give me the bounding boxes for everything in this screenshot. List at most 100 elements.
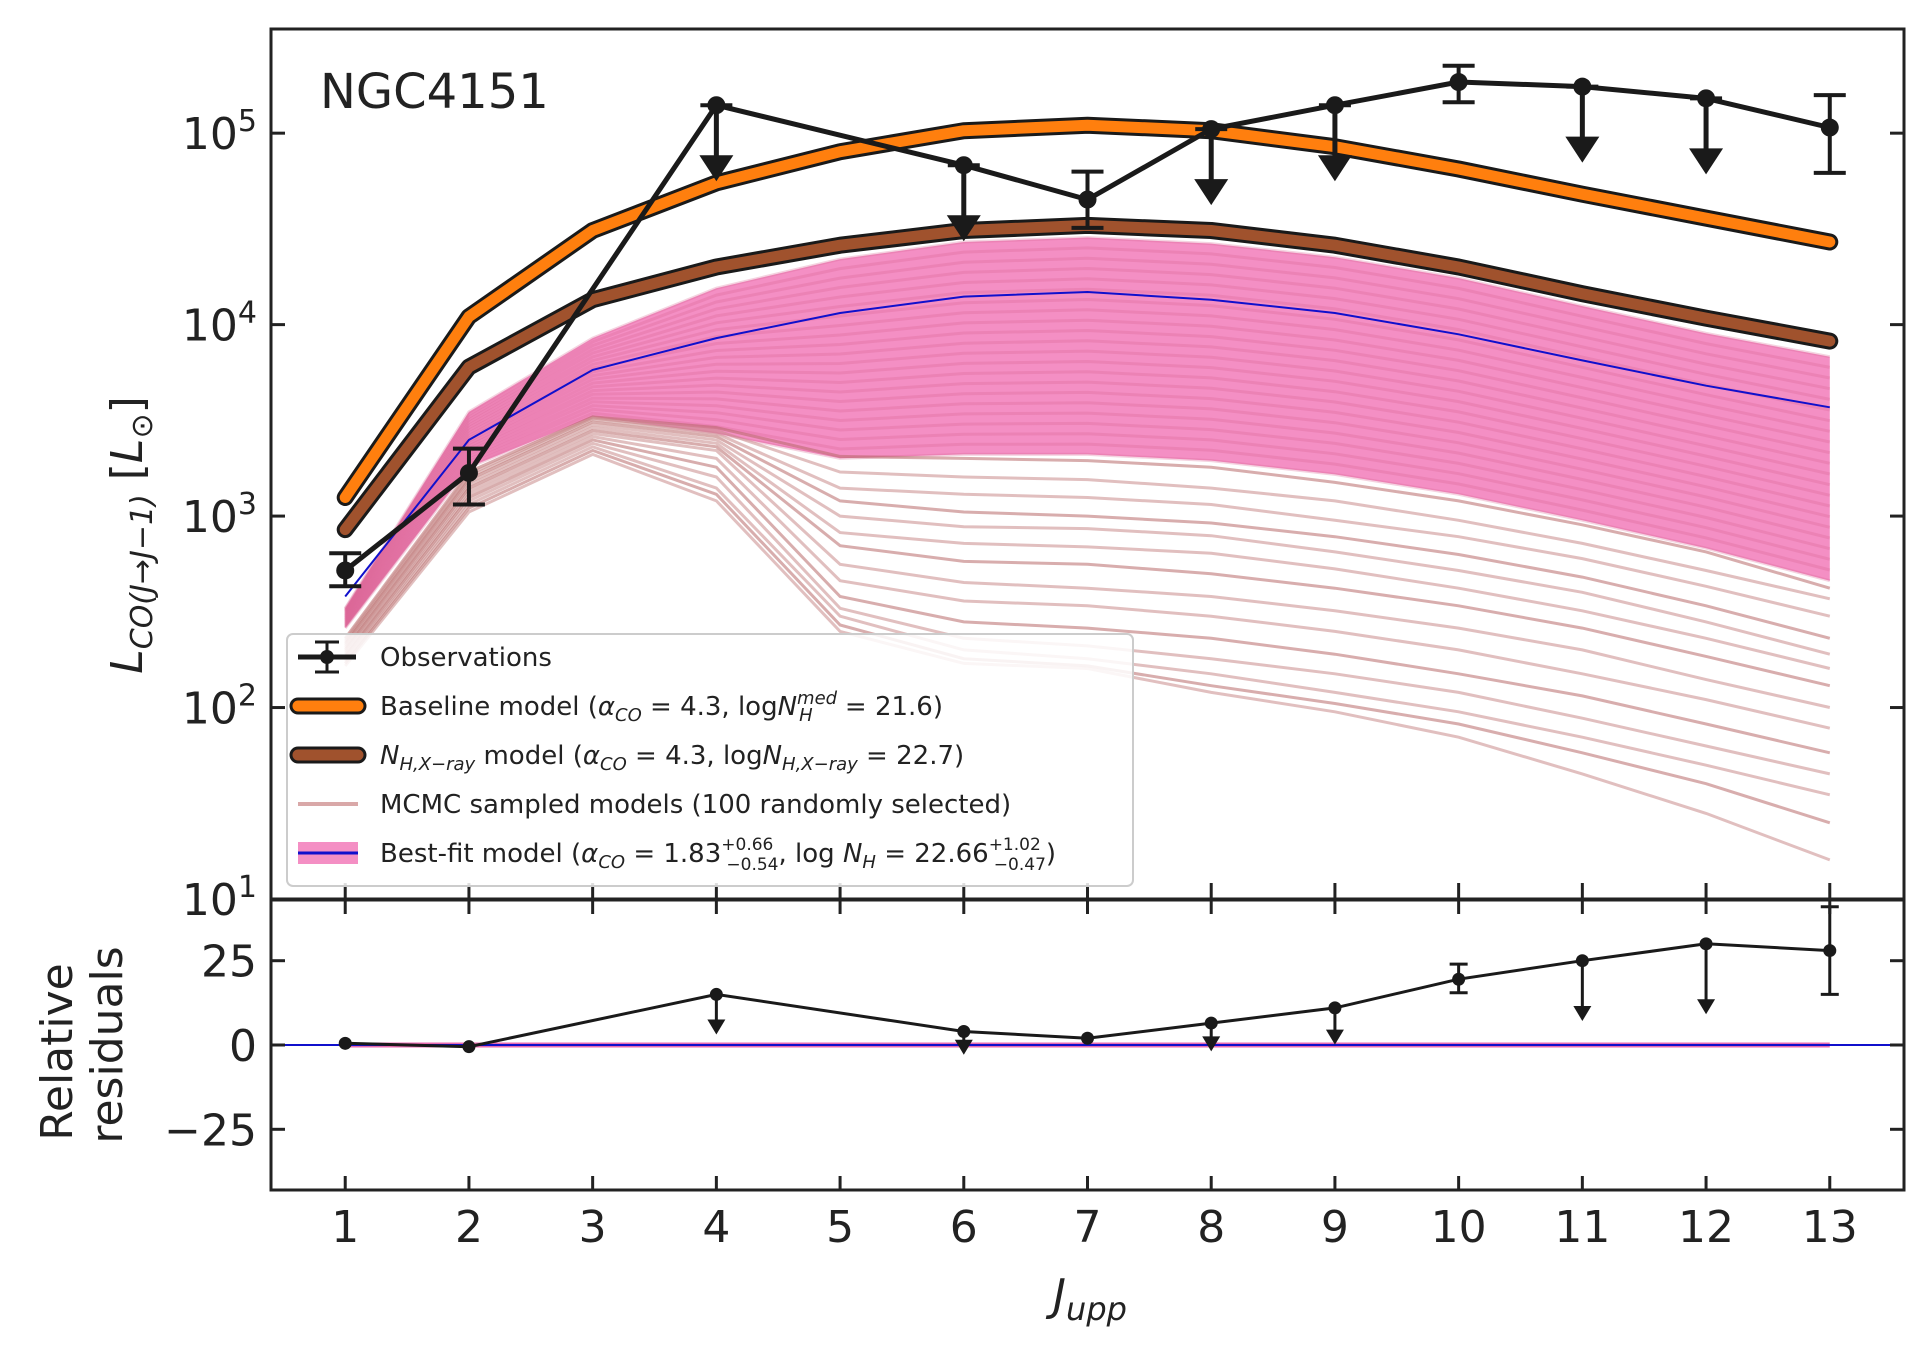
residual-point bbox=[1452, 972, 1466, 986]
residual-limit-arrow bbox=[1202, 1036, 1221, 1052]
observation-point bbox=[336, 561, 355, 580]
mcmc-curve bbox=[344, 426, 1831, 670]
upper-limit-arrow bbox=[1194, 179, 1229, 206]
y-tick-label: 102 bbox=[182, 679, 257, 735]
best-fit-band-sample bbox=[343, 370, 1831, 622]
x-tick-label: 4 bbox=[702, 1202, 730, 1253]
best-fit-band-sample bbox=[343, 349, 1831, 620]
y-tick-label: 104 bbox=[182, 296, 257, 352]
y-tick-base: 10 bbox=[182, 301, 238, 352]
residual-y-tick-label: −25 bbox=[164, 1105, 257, 1156]
x-tick-label: 2 bbox=[455, 1202, 483, 1253]
best-fit-band-sample bbox=[343, 404, 1831, 627]
mcmc-curve bbox=[344, 423, 1831, 656]
residual-limit-arrow bbox=[954, 1039, 973, 1055]
observation-point bbox=[707, 96, 726, 115]
y-tick-exp: 4 bbox=[238, 296, 257, 331]
best-fit-band-sample bbox=[344, 407, 1831, 628]
legend-label-nh-xray: NH,X−ray model (αCO = 4.3, logNH,X−ray =… bbox=[380, 741, 964, 775]
x-tick-label: 9 bbox=[1321, 1202, 1349, 1253]
x-tick-label: 7 bbox=[1074, 1202, 1102, 1253]
y-tick-exp: 5 bbox=[238, 104, 257, 139]
x-tick-label: 12 bbox=[1678, 1202, 1734, 1253]
y-tick-exp: 3 bbox=[238, 487, 257, 522]
best-fit-band-sample bbox=[343, 235, 1831, 610]
residual-point bbox=[709, 987, 723, 1001]
best-fit-band-sample bbox=[343, 308, 1831, 616]
best-fit-band-sample bbox=[343, 396, 1831, 625]
x-tick-label: 10 bbox=[1431, 1202, 1487, 1253]
best-fit-band-sample bbox=[343, 246, 1831, 611]
mcmc-curve bbox=[343, 417, 1831, 643]
residual-ylabel-line1: Relative bbox=[32, 963, 83, 1140]
ylabel-L: L bbox=[102, 649, 153, 674]
best-fit-band-sample bbox=[343, 380, 1831, 623]
main-y-axis-label: LCO(J→J−1) [L⊙] bbox=[102, 396, 160, 674]
observation-point bbox=[1573, 77, 1592, 96]
upper-limit-arrow bbox=[699, 155, 734, 182]
best-fit-band-sample bbox=[343, 277, 1831, 613]
residual-point bbox=[462, 1040, 476, 1054]
upper-limit-arrow bbox=[946, 215, 981, 242]
observations bbox=[329, 63, 1846, 589]
mcmc-curve bbox=[344, 420, 1831, 645]
mcmc-curve bbox=[344, 435, 1831, 730]
best-fit-band-sample bbox=[343, 297, 1831, 615]
observation-point bbox=[1820, 118, 1839, 137]
best-fit-band-sample bbox=[343, 318, 1831, 617]
residual-y-tick-label: 0 bbox=[229, 1021, 257, 1072]
best-fit-band-sample bbox=[344, 411, 1831, 629]
best-fit-band-sample bbox=[343, 359, 1831, 621]
observation-point bbox=[954, 156, 973, 175]
ylabel-sub: CO(J→J−1) bbox=[125, 494, 160, 649]
x-tick-label: 6 bbox=[950, 1202, 978, 1253]
best-fit-band-sample bbox=[343, 256, 1831, 612]
legend-entry-mcmc: MCMC sampled models (100 randomly select… bbox=[298, 790, 1011, 820]
upper-limit-arrow bbox=[1317, 155, 1352, 182]
best-fit-band-sample bbox=[343, 339, 1831, 619]
best-fit-band-sample bbox=[343, 328, 1831, 618]
residual-plot-frame bbox=[269, 898, 1906, 1192]
residual-point bbox=[957, 1025, 971, 1039]
residual-y-tick-label: 25 bbox=[201, 937, 257, 988]
x-tick-label: 13 bbox=[1802, 1202, 1858, 1253]
residual-marks bbox=[271, 905, 1904, 1055]
legend-entry-observations: Observations bbox=[298, 640, 552, 674]
y-tick-base: 10 bbox=[182, 109, 238, 160]
observation-point bbox=[1697, 89, 1716, 108]
ylabel-unit-sun: ⊙ bbox=[125, 413, 160, 438]
x-tick-label: 5 bbox=[826, 1202, 854, 1253]
best-fit-band-sample bbox=[343, 390, 1831, 624]
legend-entry-best-fit: Best-fit model (αCO = 1.83+0.66 −0.54, lo… bbox=[298, 835, 1056, 875]
residual-limit-arrow bbox=[1573, 1006, 1592, 1022]
upper-limit-arrow bbox=[1689, 148, 1724, 175]
legend-label-baseline: Baseline model (αCO = 4.3, logNmed H = 21… bbox=[380, 688, 943, 726]
residual-point bbox=[1328, 1001, 1342, 1015]
y-tick-exp: 1 bbox=[238, 870, 257, 905]
panel-annotation: NGC4151 bbox=[320, 64, 549, 120]
legend-label-mcmc: MCMC sampled models (100 randomly select… bbox=[380, 790, 1011, 820]
observation-point bbox=[1202, 120, 1221, 139]
y-tick-label: 103 bbox=[182, 487, 257, 543]
residual-point bbox=[1823, 944, 1837, 958]
x-tick-label: 8 bbox=[1197, 1202, 1225, 1253]
y-tick-exp: 2 bbox=[238, 679, 257, 714]
residual-limit-arrow bbox=[707, 1019, 726, 1035]
residual-point bbox=[1699, 937, 1713, 951]
residual-point bbox=[1575, 954, 1589, 968]
mcmc-curve bbox=[344, 428, 1831, 688]
residual-y-axis-label: Relative residuals bbox=[32, 946, 133, 1143]
legend-frame bbox=[286, 633, 1134, 887]
residual-point bbox=[1204, 1016, 1218, 1030]
y-tick-label: 101 bbox=[182, 870, 257, 926]
legend-entry-nh-xray: NH,X−ray model (αCO = 4.3, logNH,X−ray =… bbox=[289, 741, 964, 775]
y-tick-base: 10 bbox=[182, 875, 238, 926]
residual-ylabel-line2: residuals bbox=[82, 946, 133, 1143]
legend-label-observations: Observations bbox=[380, 643, 552, 673]
ylabel-unit-L: L bbox=[102, 439, 153, 464]
x-tick-label: 3 bbox=[579, 1202, 607, 1253]
baseline-model-line bbox=[339, 119, 1836, 503]
